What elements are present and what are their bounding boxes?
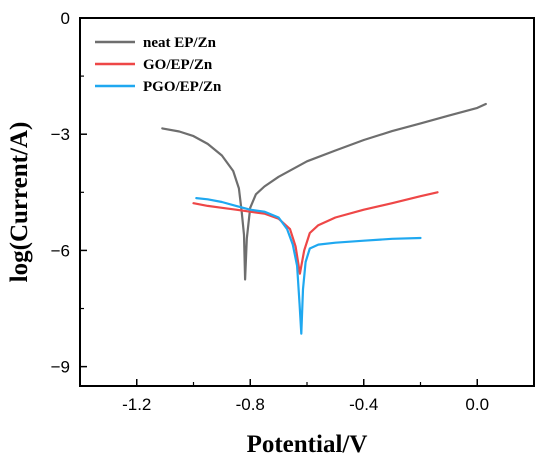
legend-label: GO/EP/Zn (143, 57, 213, 73)
x-tick-label: -1.2 (122, 395, 151, 414)
legend-label: PGO/EP/Zn (143, 79, 222, 95)
series-line-neat-ep-zn (161, 102, 487, 281)
x-tick-label: -0.8 (236, 395, 265, 414)
legend-label: neat EP/Zn (143, 35, 217, 51)
legend: neat EP/Zn GO/EP/Zn PGO/EP/Zn (95, 35, 222, 95)
y-tick-label: 0 (61, 9, 70, 28)
x-tick-label: 0.0 (465, 395, 489, 414)
y-tick-label: −9 (51, 358, 70, 377)
y-axis-title: log(Current/A) (6, 122, 33, 283)
series-line-pgo-ep-zn (195, 197, 422, 335)
y-tick-label: −6 (51, 241, 70, 260)
x-tick-label: -0.4 (349, 395, 378, 414)
x-axis-title: Potential/V (247, 431, 368, 458)
axis-ticks: -1.2 -0.8 -0.4 0.0 0 −3 −6 −9 (51, 9, 489, 414)
plot-frame (79, 17, 535, 387)
series-lines (161, 102, 487, 335)
series-line-go-ep-zn (192, 191, 439, 275)
y-tick-label: −3 (51, 125, 70, 144)
